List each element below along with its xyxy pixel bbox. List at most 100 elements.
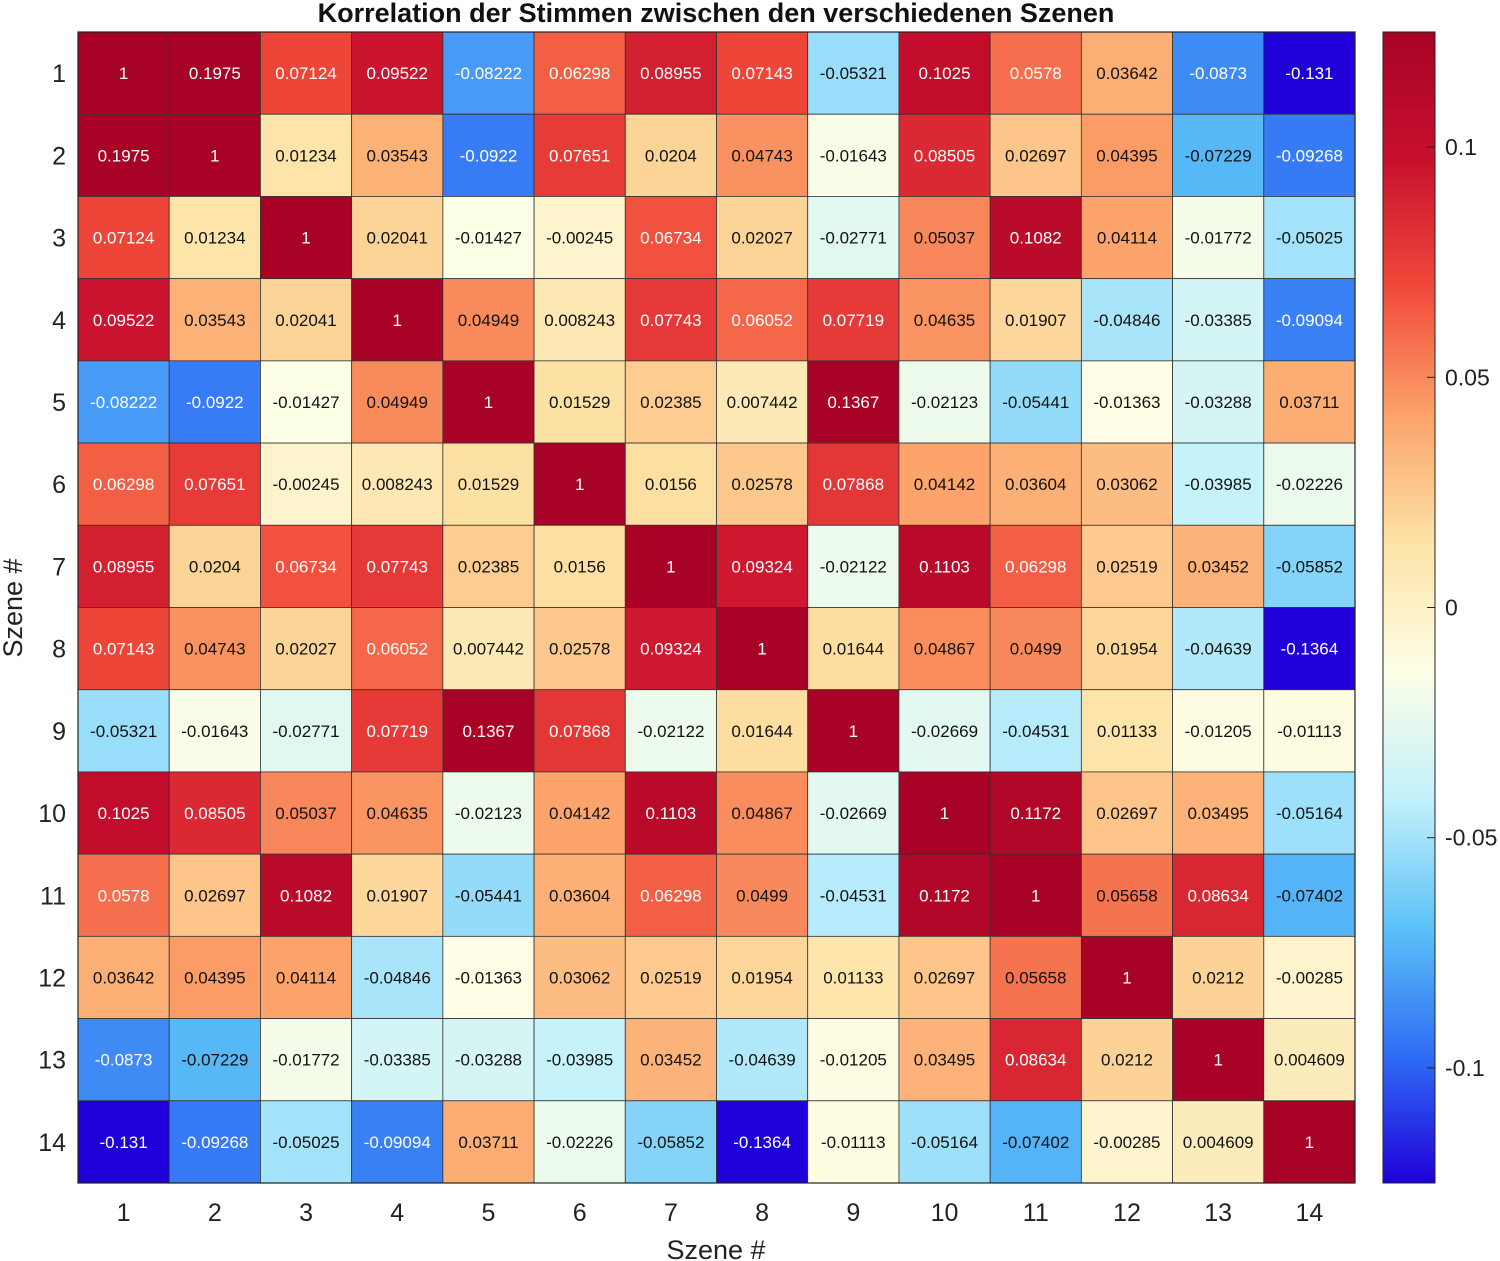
- cell-value-label: 0.04395: [184, 968, 245, 987]
- cell-value-label: 0.09522: [367, 64, 428, 83]
- cell-value-label: 0.1975: [189, 64, 241, 83]
- cell-value-label: 0.02385: [458, 557, 519, 576]
- cell-value-label: 0.0212: [1192, 968, 1244, 987]
- cell-value-label: -0.1364: [733, 1133, 791, 1152]
- x-tick-labels: 1 2 3 4 5 6 7 8 9 10 11 12 13 14: [117, 1199, 1324, 1227]
- cell-value-label: -0.07402: [1276, 886, 1343, 905]
- cell-value-label: 1: [1213, 1051, 1222, 1070]
- heatmap-cell: [1263, 196, 1356, 280]
- cell-value-label: -0.01205: [1185, 722, 1252, 741]
- cell-value-label: 0.02041: [275, 311, 336, 330]
- heatmap-cell: [624, 853, 717, 937]
- heatmap-cell: [1080, 196, 1173, 280]
- chart-title: Korrelation der Stimmen zwischen den ver…: [318, 0, 1115, 28]
- heatmap-cell: [1080, 853, 1173, 937]
- heatmap-cell: [1172, 524, 1265, 608]
- heatmap-cell: [898, 607, 991, 691]
- cell-value-label: 0.09522: [93, 311, 154, 330]
- heatmap-cell: [351, 442, 444, 526]
- cell-value-label: 0.01644: [731, 722, 792, 741]
- cell-value-label: 0.02027: [731, 229, 792, 248]
- x-tick-label: 3: [299, 1199, 313, 1227]
- heatmap-cell: [260, 689, 353, 773]
- cell-value-label: 0.03604: [1005, 475, 1066, 494]
- heatmap-cell: [351, 771, 444, 855]
- heatmap-cell: [1263, 1100, 1356, 1184]
- heatmap-cell: [716, 524, 809, 608]
- x-tick-label: 7: [664, 1199, 678, 1227]
- y-tick-label: 14: [38, 1129, 66, 1157]
- heatmap-cell: [624, 935, 717, 1019]
- heatmap-cell: [442, 113, 535, 197]
- cell-value-label: 0.008243: [362, 475, 433, 494]
- cell-value-label: 0.06052: [367, 640, 428, 659]
- cell-value-label: 0.0156: [645, 475, 697, 494]
- heatmap-cell: [168, 935, 261, 1019]
- x-tick-label: 8: [755, 1199, 769, 1227]
- cell-value-label: 0.06734: [640, 229, 701, 248]
- cell-value-label: -0.05441: [1002, 393, 1069, 412]
- cell-value-label: 0.07868: [823, 475, 884, 494]
- heatmap-cell: [351, 1018, 444, 1102]
- heatmap-cell: [77, 31, 170, 115]
- cell-value-label: -0.01427: [455, 229, 522, 248]
- cell-value-label: -0.03288: [455, 1051, 522, 1070]
- heatmap-cell: [898, 689, 991, 773]
- cell-value-label: 0.02697: [1005, 146, 1066, 165]
- cell-value-label: 0.01529: [458, 475, 519, 494]
- cell-value-label: 0.08634: [1005, 1051, 1066, 1070]
- x-tick-label: 9: [846, 1199, 860, 1227]
- heatmap-cell: [351, 607, 444, 691]
- cell-value-label: 0.04867: [731, 804, 792, 823]
- heatmap-cell: [716, 442, 809, 526]
- x-tick-label: 1: [117, 1199, 131, 1227]
- heatmap-cell: [77, 607, 170, 691]
- heatmap-cell: [989, 935, 1082, 1019]
- cell-value-label: -0.05441: [455, 886, 522, 905]
- heatmap-cell: [1080, 689, 1173, 773]
- cell-value-label: 0.01644: [823, 640, 884, 659]
- cell-value-label: -0.07229: [181, 1051, 248, 1070]
- heatmap-cells: 1 0.1975 0.07124 0.09522 -0.08222 0.06298 0.08…: [77, 31, 1356, 1184]
- cell-value-label: 0.03062: [549, 968, 610, 987]
- heatmap-cell: [624, 442, 717, 526]
- heatmap-cell: [1080, 607, 1173, 691]
- cell-value-label: -0.09094: [1276, 311, 1343, 330]
- heatmap-cell: [533, 113, 626, 197]
- cell-value-label: 0.0204: [645, 146, 697, 165]
- cell-value-label: 0.04635: [914, 311, 975, 330]
- heatmap-cell: [624, 278, 717, 362]
- heatmap-cell: [533, 935, 626, 1019]
- cell-value-label: 0.04949: [367, 393, 428, 412]
- heatmap-cell: [716, 607, 809, 691]
- cell-value-label: -0.04846: [364, 968, 431, 987]
- cell-value-label: 0.1367: [462, 722, 514, 741]
- cell-value-label: 1: [849, 722, 858, 741]
- cell-value-label: -0.05164: [1276, 804, 1343, 823]
- cell-value-label: 0.01954: [1096, 640, 1157, 659]
- cell-value-label: 1: [484, 393, 493, 412]
- heatmap-cell: [351, 524, 444, 608]
- cell-value-label: 0.1103: [646, 804, 697, 823]
- cell-value-label: 0.03543: [184, 311, 245, 330]
- heatmap-cell: [77, 278, 170, 362]
- cell-value-label: 0.03642: [93, 968, 154, 987]
- heatmap-cell: [716, 935, 809, 1019]
- heatmap-cell: [1080, 278, 1173, 362]
- cell-value-label: -0.02771: [272, 722, 339, 741]
- heatmap-cell: [533, 31, 626, 115]
- cell-value-label: 0.004609: [1274, 1051, 1345, 1070]
- heatmap-cell: [442, 853, 535, 937]
- heatmap-cell: [1263, 278, 1356, 362]
- heatmap-cell: [1172, 935, 1265, 1019]
- cell-value-label: 0.06052: [731, 311, 792, 330]
- cell-value-label: 1: [666, 557, 675, 576]
- heatmap-cell: [351, 31, 444, 115]
- heatmap-cell: [989, 113, 1082, 197]
- cell-value-label: 0.01954: [731, 968, 792, 987]
- heatmap-cell: [1263, 607, 1356, 691]
- heatmap-cell: [807, 935, 900, 1019]
- cell-value-label: 0.06298: [640, 886, 701, 905]
- heatmap-cell: [351, 853, 444, 937]
- heatmap-cell: [624, 1018, 717, 1102]
